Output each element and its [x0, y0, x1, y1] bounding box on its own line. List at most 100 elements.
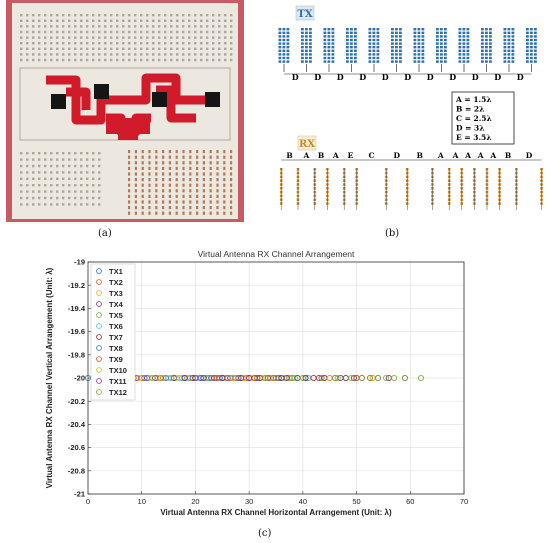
via-dot	[194, 14, 197, 17]
tx-patch	[395, 42, 398, 45]
legend-marker	[96, 378, 102, 384]
tx-patch	[489, 35, 492, 38]
antenna-patch	[162, 172, 165, 176]
via-dot	[86, 14, 89, 17]
tx-patch	[354, 60, 357, 63]
via-dot	[92, 42, 95, 45]
tx-patch	[278, 49, 282, 52]
antenna-patch	[189, 194, 192, 198]
via-dot	[92, 58, 95, 62]
tx-patch	[395, 28, 398, 31]
tx-patch	[309, 60, 312, 63]
tx-patch	[485, 35, 488, 38]
antenna-patch	[168, 172, 171, 176]
via-dot	[128, 53, 131, 56]
tx-patch	[282, 60, 286, 63]
tx-patch	[444, 46, 447, 49]
via-dot	[86, 190, 89, 193]
tx-patch	[346, 42, 349, 45]
via-dot	[80, 203, 83, 206]
via-dot	[176, 36, 179, 39]
via-dot	[56, 36, 59, 39]
via-dot	[170, 47, 173, 50]
via-dot	[158, 42, 161, 45]
via-dot	[50, 177, 53, 180]
tx-patch	[305, 42, 308, 45]
antenna-patch	[155, 166, 158, 170]
antenna-patch	[168, 206, 171, 210]
via-dot	[20, 184, 23, 187]
via-dot	[50, 42, 53, 45]
tx-patch	[376, 28, 380, 31]
tx-patch	[530, 42, 533, 45]
tx-patch	[350, 49, 353, 52]
tx-patch	[417, 31, 421, 34]
antenna-patch	[162, 155, 165, 159]
data-point	[401, 374, 408, 381]
tx-patch	[503, 31, 507, 34]
via-dot	[74, 171, 77, 174]
antenna-patch	[182, 166, 185, 170]
via-dot	[32, 196, 35, 200]
y-tick-label: -21	[74, 490, 85, 499]
via-dot	[104, 19, 107, 22]
via-dot	[188, 30, 191, 34]
tx-patch	[301, 35, 304, 38]
via-dot	[170, 19, 173, 22]
tx-patch	[481, 53, 484, 56]
via-dot	[56, 42, 59, 45]
tx-patch	[413, 60, 417, 63]
tx-patch	[440, 46, 443, 49]
tx-patch	[511, 31, 515, 34]
tx-patch	[534, 42, 537, 45]
via-dot	[80, 190, 83, 193]
via-dot	[218, 36, 221, 39]
via-dot	[20, 164, 23, 168]
via-dot	[110, 42, 113, 45]
antenna-patch	[168, 166, 171, 170]
via-dot	[44, 19, 47, 22]
via-dot	[74, 158, 77, 161]
via-dot	[44, 203, 47, 206]
via-dot	[68, 164, 71, 168]
antenna-patch	[162, 150, 165, 154]
via-dot	[140, 25, 143, 28]
tx-patch	[462, 38, 466, 42]
via-dot	[56, 58, 59, 62]
tx-patch	[489, 38, 492, 42]
tx-patch	[278, 60, 282, 63]
tx-patch	[323, 46, 327, 49]
tx-patch	[481, 31, 484, 34]
caption-b: (b)	[385, 228, 400, 239]
via-dot	[92, 190, 95, 193]
tx-patch	[481, 35, 484, 38]
data-point	[366, 374, 373, 381]
tx-patch	[354, 28, 357, 31]
via-dot	[86, 36, 89, 39]
antenna-patch	[141, 183, 144, 187]
tx-patch	[507, 46, 511, 49]
antenna-patch	[141, 194, 144, 198]
rx-spacing-label: D	[393, 151, 400, 160]
antenna-patch	[223, 178, 226, 182]
antenna-patch	[209, 200, 212, 204]
via-dot	[116, 42, 119, 45]
antenna-patch	[216, 150, 219, 154]
tx-patch	[372, 46, 376, 49]
antenna-patch	[134, 200, 137, 204]
board-photo	[6, 0, 244, 222]
via-dot	[98, 196, 101, 200]
via-dot	[140, 36, 143, 39]
tx-spacing-label: D	[359, 72, 366, 82]
tx-patch	[309, 46, 312, 49]
antenna-patch	[223, 161, 226, 165]
tx-patch	[458, 31, 462, 34]
via-dot	[164, 25, 167, 28]
via-dot	[32, 190, 35, 193]
via-dot	[200, 42, 203, 45]
tx-patch	[481, 56, 484, 60]
tx-patch	[395, 53, 398, 56]
tx-patch	[511, 56, 515, 60]
antenna-patch	[134, 150, 137, 154]
tx-patch	[286, 56, 290, 60]
